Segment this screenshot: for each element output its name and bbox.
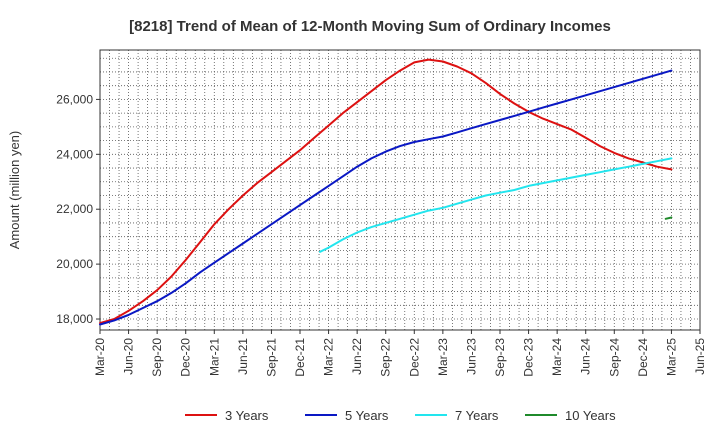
legend-label: 3 Years (225, 408, 269, 423)
legend-label: 5 Years (345, 408, 389, 423)
y-tick-label: 18,000 (56, 312, 93, 326)
legend: 3 Years 5 Years 7 Years 10 Years (185, 408, 616, 423)
legend-label: 10 Years (565, 408, 616, 423)
x-tick-label: Jun-20 (122, 338, 136, 375)
x-tick-label: Mar-22 (322, 338, 336, 376)
x-tick-label: Dec-22 (407, 338, 421, 377)
y-axis-ticks: 18,000 20,000 22,000 24,000 26,000 (56, 92, 100, 326)
x-tick-label: Mar-24 (550, 338, 564, 376)
x-tick-label: Sep-21 (264, 338, 278, 377)
x-tick-label: Dec-20 (179, 338, 193, 377)
y-tick-label: 26,000 (56, 92, 93, 106)
series-lines (99, 58, 673, 326)
plot-area (100, 50, 700, 330)
x-tick-label: Jun-22 (350, 338, 364, 375)
x-tick-label: Mar-23 (436, 338, 450, 376)
y-tick-label: 24,000 (56, 147, 93, 161)
x-tick-label: Sep-22 (379, 338, 393, 377)
y-axis-label: Amount (million yen) (7, 131, 22, 250)
x-tick-label: Mar-21 (207, 338, 221, 376)
x-tick-label: Jun-24 (579, 338, 593, 375)
series-line-5-years (99, 69, 673, 326)
x-tick-label: Sep-24 (607, 338, 621, 377)
x-tick-label: Mar-25 (664, 338, 678, 376)
x-tick-label: Dec-24 (636, 338, 650, 377)
series-line-3-years (99, 58, 673, 325)
y-tick-label: 20,000 (56, 257, 93, 271)
series-line-10-years (664, 216, 673, 220)
x-tick-label: Sep-20 (150, 338, 164, 377)
series-line-7-years (319, 157, 673, 253)
x-tick-label: Sep-23 (493, 338, 507, 377)
x-tick-label: Jun-23 (464, 338, 478, 375)
x-tick-label: Mar-20 (93, 338, 107, 376)
x-tick-label: Jun-21 (236, 338, 250, 375)
x-axis-ticks: Mar-20 Jun-20 Sep-20 Dec-20 Mar-21 Jun-21 Sep-… (93, 330, 707, 377)
x-tick-label: Jun-25 (693, 338, 707, 375)
chart-title: [8218] Trend of Mean of 12-Month Moving … (129, 18, 611, 35)
grid-lines (99, 50, 701, 330)
x-tick-label: Dec-23 (522, 338, 536, 377)
y-tick-label: 22,000 (56, 202, 93, 216)
plot-frame (99, 49, 701, 331)
legend-label: 7 Years (455, 408, 499, 423)
x-tick-label: Dec-21 (293, 338, 307, 377)
